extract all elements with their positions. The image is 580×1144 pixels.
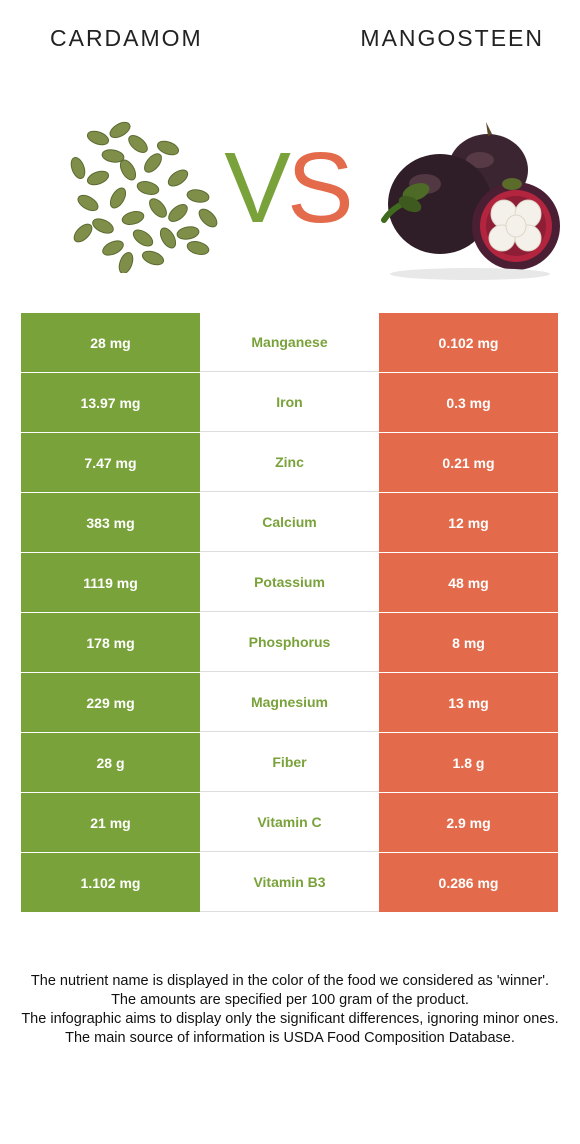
cardamom-value: 28 g xyxy=(21,733,200,792)
table-row: 178 mg Phosphorus 8 mg xyxy=(21,613,558,673)
cardamom-pod xyxy=(186,241,210,255)
cardamom-value: 383 mg xyxy=(21,493,200,552)
cardamom-pods-image xyxy=(70,121,218,273)
cardamom-pod xyxy=(86,130,110,146)
table-row: 7.47 mg Zinc 0.21 mg xyxy=(21,433,558,493)
cardamom-pod xyxy=(156,140,180,156)
cardamom-pod xyxy=(86,170,110,186)
vs-label: VS xyxy=(222,138,353,238)
mangosteen-value: 8 mg xyxy=(379,613,558,672)
cardamom-pod xyxy=(198,208,218,228)
mangosteen-value: 2.9 mg xyxy=(379,793,558,852)
cardamom-value: 28 mg xyxy=(21,313,200,372)
mangosteen-value: 0.3 mg xyxy=(379,373,558,432)
nutrient-name: Phosphorus xyxy=(200,613,379,672)
table-row: 13.97 mg Iron 0.3 mg xyxy=(21,373,558,433)
cardamom-value: 178 mg xyxy=(21,613,200,672)
mangosteen-value: 13 mg xyxy=(379,673,558,732)
cardamom-pod xyxy=(167,169,189,187)
cardamom-value: 21 mg xyxy=(21,793,200,852)
mangosteen-value: 48 mg xyxy=(379,553,558,612)
cardamom-value: 1119 mg xyxy=(21,553,200,612)
cardamom-pod xyxy=(70,156,86,180)
cardamom-pod xyxy=(101,149,125,163)
nutrient-name: Vitamin C xyxy=(200,793,379,852)
footnote: The nutrient name is displayed in the co… xyxy=(10,972,570,1048)
table-row: 28 g Fiber 1.8 g xyxy=(21,733,558,793)
footnote-line: The infographic aims to display only the… xyxy=(21,1011,559,1027)
cardamom-pod xyxy=(77,194,99,212)
footnote-line: The nutrient name is displayed in the co… xyxy=(30,973,550,989)
cardamom-pod xyxy=(119,159,137,181)
table-row: 21 mg Vitamin C 2.9 mg xyxy=(21,793,558,853)
mangosteen-fruit-image xyxy=(381,122,560,280)
table-row: 1119 mg Potassium 48 mg xyxy=(21,553,558,613)
vs-s-letter: S xyxy=(287,132,354,244)
cardamom-pod xyxy=(176,226,200,240)
mangosteen-value: 0.21 mg xyxy=(379,433,558,492)
nutrient-name: Fiber xyxy=(200,733,379,792)
cardamom-pod xyxy=(149,198,167,218)
nutrient-name: Calcium xyxy=(200,493,379,552)
right-food-title: MANGOSTEEN xyxy=(360,25,544,51)
mangosteen-value: 0.286 mg xyxy=(379,853,558,912)
nutrient-name: Potassium xyxy=(200,553,379,612)
cardamom-pod xyxy=(128,135,148,153)
cardamom-pod xyxy=(141,250,165,266)
cardamom-pod xyxy=(73,223,93,243)
cardamom-pod xyxy=(121,211,145,225)
cardamom-pod xyxy=(159,227,177,249)
nutrient-name: Vitamin B3 xyxy=(200,853,379,912)
cardamom-pod xyxy=(102,240,124,256)
cardamom-pod xyxy=(118,251,134,273)
footnote-line: The amounts are specified per 100 gram o… xyxy=(111,992,469,1008)
nutrient-comparison-table: 28 mg Manganese 0.102 mg 13.97 mg Iron 0.3 mg… xyxy=(21,313,558,913)
cardamom-pod xyxy=(186,189,210,203)
cardamom-pod xyxy=(136,181,160,195)
cardamom-pod xyxy=(168,204,188,222)
cardamom-pod xyxy=(92,218,114,234)
table-row: 229 mg Magnesium 13 mg xyxy=(21,673,558,733)
nutrient-name: Zinc xyxy=(200,433,379,492)
cardamom-value: 229 mg xyxy=(21,673,200,732)
cardamom-value: 7.47 mg xyxy=(21,433,200,492)
cardamom-pod xyxy=(144,153,162,173)
cardamom-pod xyxy=(109,187,127,209)
left-food-title: CARDAMOM xyxy=(50,25,203,51)
cardamom-value: 13.97 mg xyxy=(21,373,200,432)
vs-v-letter: V xyxy=(224,132,291,244)
table-row: 383 mg Calcium 12 mg xyxy=(21,493,558,553)
mangosteen-value: 1.8 g xyxy=(379,733,558,792)
nutrient-name: Iron xyxy=(200,373,379,432)
nutrient-name: Magnesium xyxy=(200,673,379,732)
nutrient-name: Manganese xyxy=(200,313,379,372)
mangosteen-value: 12 mg xyxy=(379,493,558,552)
table-row: 28 mg Manganese 0.102 mg xyxy=(21,313,558,373)
cardamom-pod xyxy=(109,121,131,139)
table-row: 1.102 mg Vitamin B3 0.286 mg xyxy=(21,853,558,913)
cardamom-pod xyxy=(132,229,154,247)
mangosteen-value: 0.102 mg xyxy=(379,313,558,372)
cardamom-value: 1.102 mg xyxy=(21,853,200,912)
footnote-line: The main source of information is USDA F… xyxy=(65,1030,515,1046)
